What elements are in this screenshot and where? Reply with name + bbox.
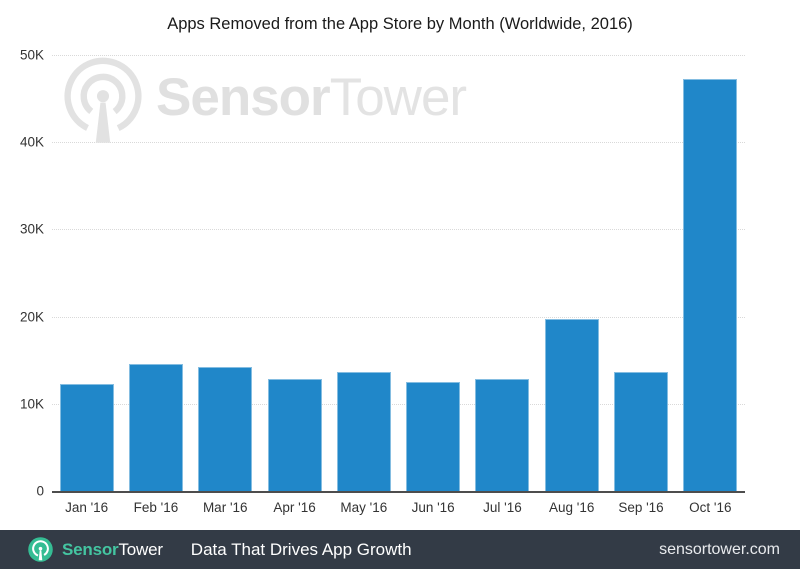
bar-slot <box>468 55 537 491</box>
bar-slot <box>537 55 606 491</box>
footer-text-tower: Tower <box>118 539 163 559</box>
plot-area: SensorTower <box>52 55 745 493</box>
gridline <box>52 316 745 318</box>
y-tick-label: 10K <box>19 396 44 412</box>
bar-Aug '16 <box>544 319 599 491</box>
bar-Jul '16 <box>475 379 530 491</box>
bar-Apr '16 <box>267 378 322 491</box>
bar-slot <box>398 55 467 491</box>
chart-title: Apps Removed from the App Store by Month… <box>167 15 633 33</box>
footer-text-sensor: Sensor <box>62 539 119 559</box>
footer-bar: SensorTower Data That Drives App Growth … <box>0 530 800 569</box>
y-tick-label: 50K <box>19 47 44 63</box>
gridline <box>52 229 745 231</box>
bar-Jan '16 <box>59 383 114 491</box>
bar-series <box>52 55 745 491</box>
x-axis: Jan '16 Feb '16 Mar '16 Apr '16 May '16 Jun '… <box>52 500 745 515</box>
x-tick-label: Jul '16 <box>483 500 522 515</box>
x-tick-label: Feb '16 <box>133 500 179 515</box>
x-tick-label: Oct '16 <box>689 500 732 515</box>
x-tick-label: May '16 <box>340 500 388 515</box>
x-tick-label: Jun '16 <box>411 500 455 515</box>
footer-tagline: Data That Drives App Growth <box>190 539 412 559</box>
bar-Feb '16 <box>128 363 183 491</box>
footer-wordmark: SensorTower <box>62 540 163 560</box>
y-tick-label: 30K <box>19 221 44 237</box>
y-tick-label: 20K <box>19 309 44 325</box>
bar-May '16 <box>336 372 391 491</box>
x-tick-label: Jan '16 <box>65 500 109 515</box>
y-tick-label: 0 <box>36 483 44 499</box>
bar-slot <box>260 55 329 491</box>
x-tick-label: Mar '16 <box>202 500 248 515</box>
bar-slot <box>606 55 675 491</box>
y-tick-label: 40K <box>19 134 44 150</box>
bar-slot <box>676 55 745 491</box>
bar-Oct '16 <box>683 78 738 491</box>
x-tick-label: Sep '16 <box>618 500 664 515</box>
gridline <box>52 55 745 56</box>
gridline <box>52 403 745 405</box>
footer-website: sensortower.com <box>659 540 780 558</box>
sensortower-logo-icon <box>28 537 53 562</box>
bar-slot <box>191 55 260 491</box>
bar-Sep '16 <box>614 371 669 491</box>
y-axis: 50K 40K 30K 20K 10K 0 <box>0 48 44 499</box>
bar-Jun '16 <box>406 382 461 491</box>
bar-slot <box>121 55 190 491</box>
bar-slot <box>329 55 398 491</box>
x-tick-label: Apr '16 <box>273 500 316 515</box>
bar-slot <box>52 55 121 491</box>
bar-Mar '16 <box>198 367 253 491</box>
gridline <box>52 142 745 144</box>
x-tick-label: Aug '16 <box>549 500 595 515</box>
